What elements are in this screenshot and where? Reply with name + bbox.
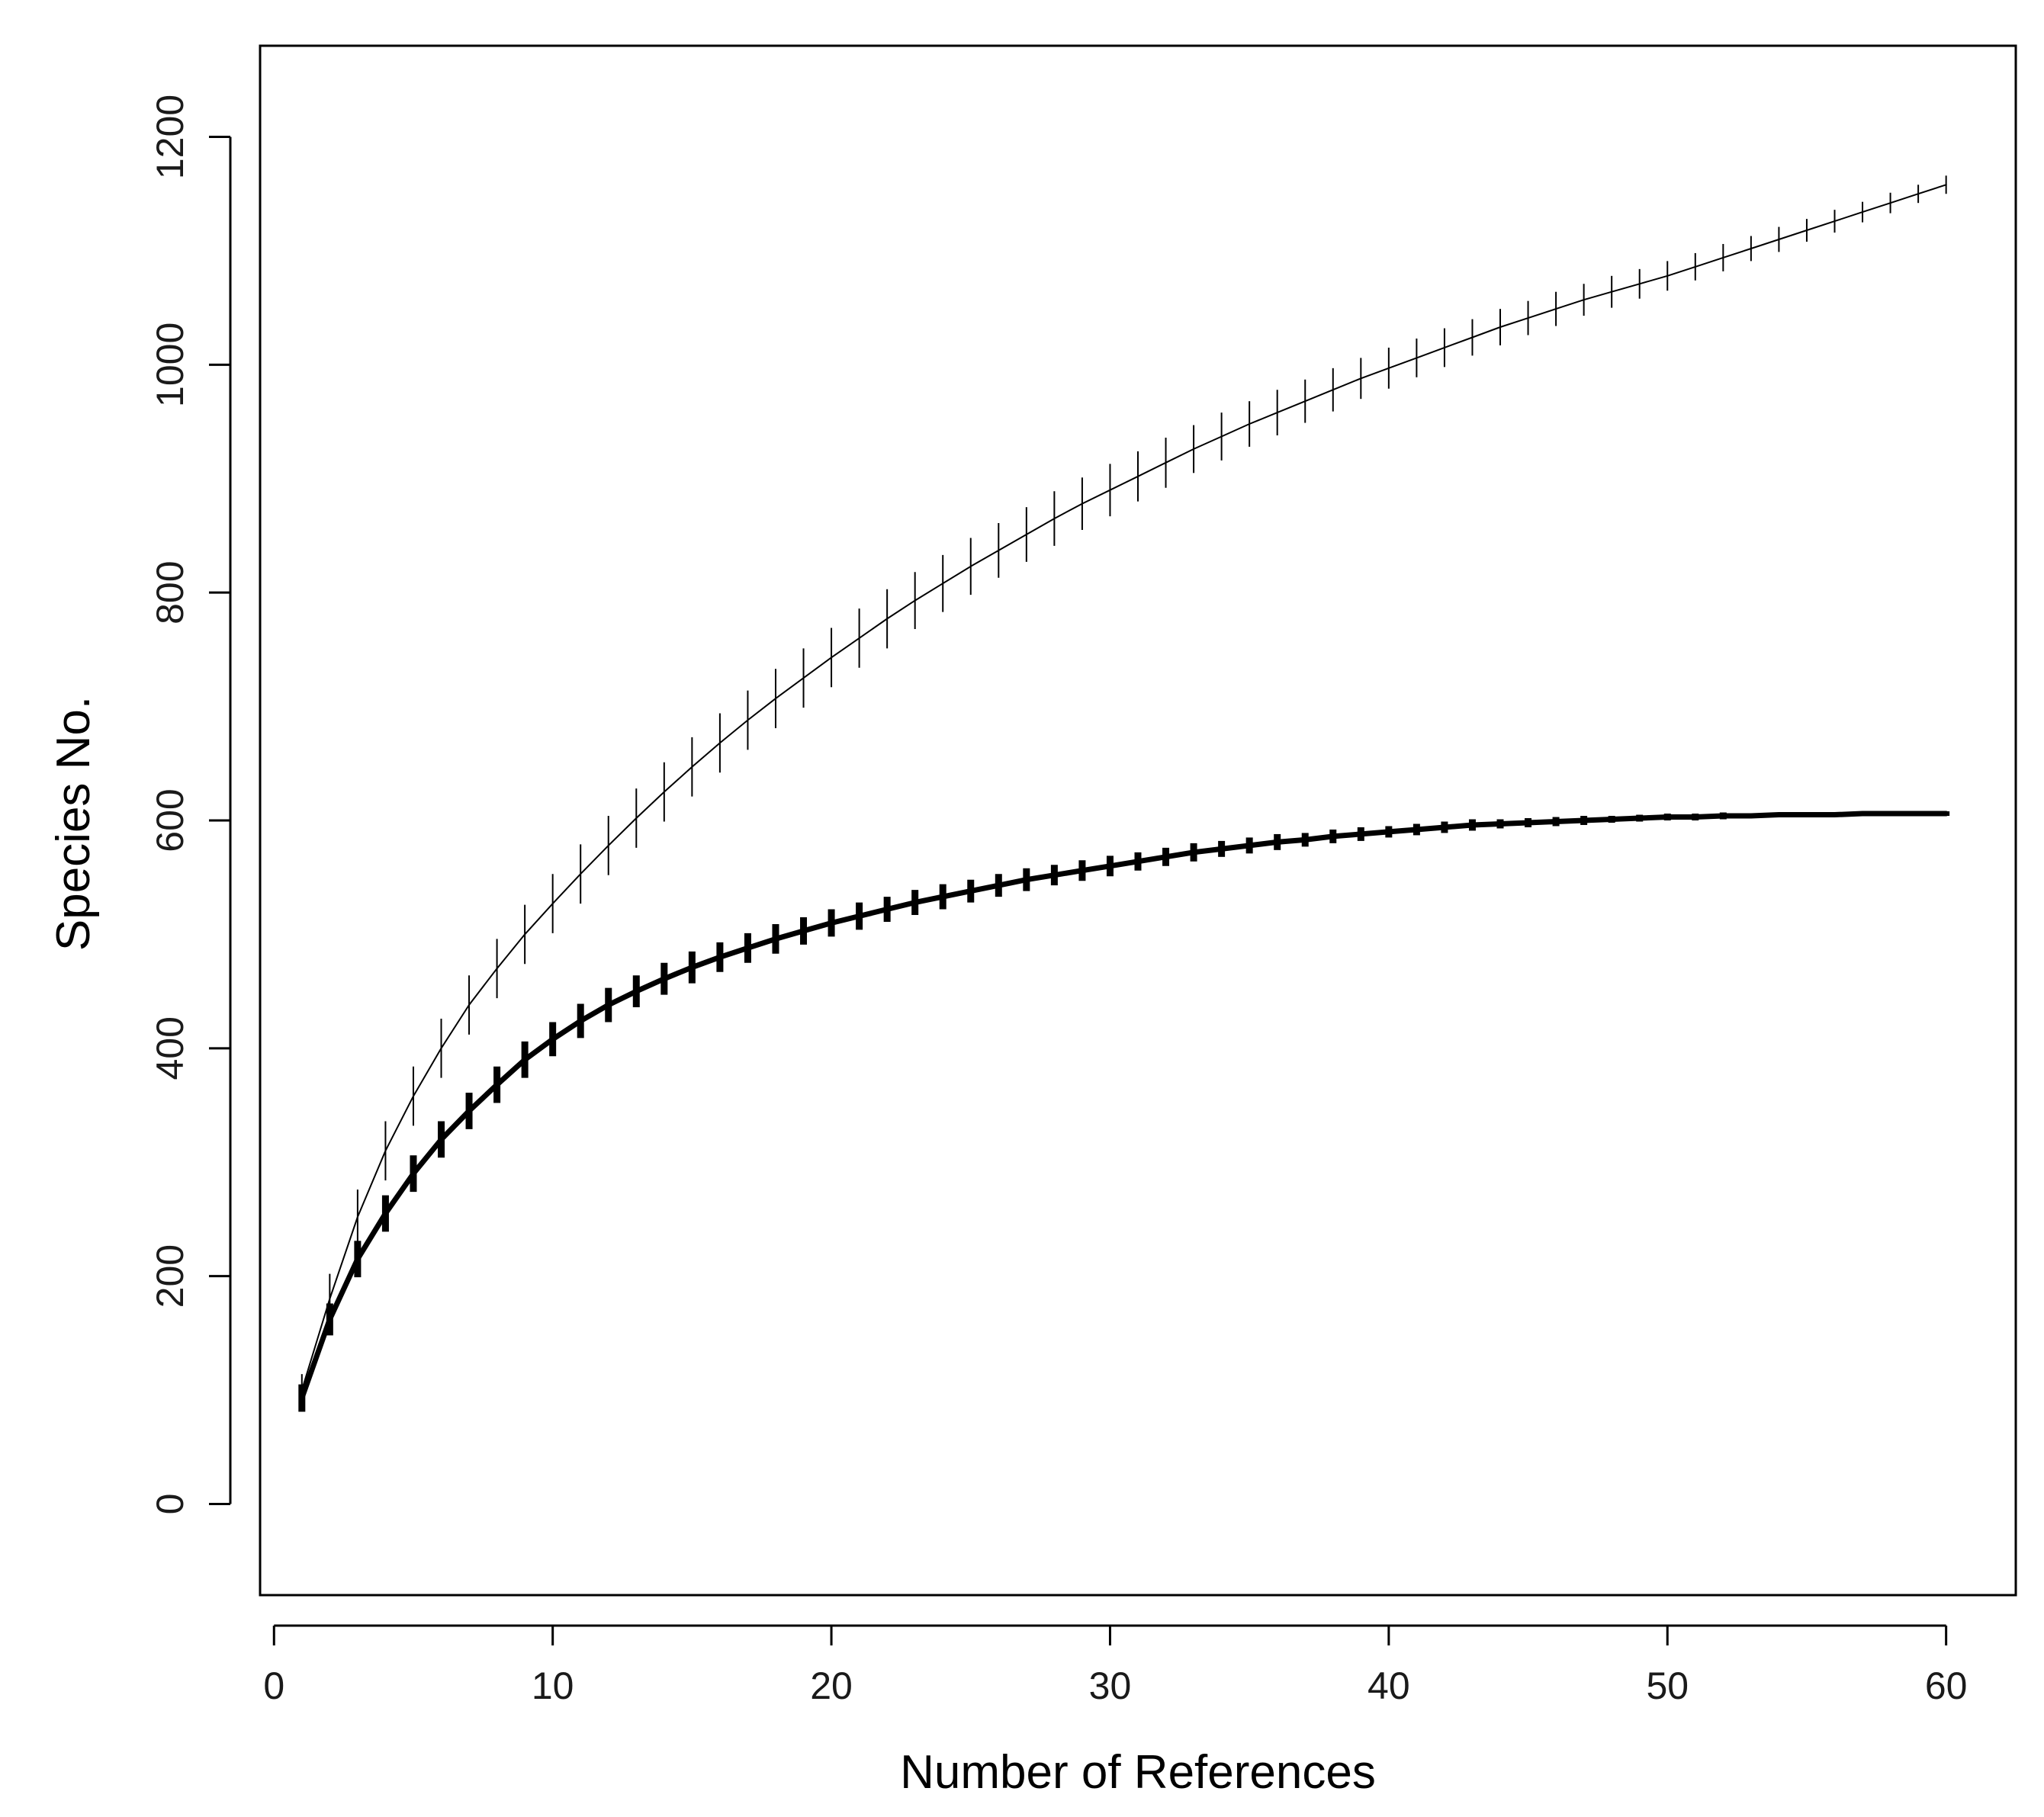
y-axis: 0 200 400 600 800 1000 1200 [149,95,232,1515]
plot-frame [259,44,2017,1597]
y-axis-title: Species No. [47,696,100,951]
x-tick-label: 0 [263,1665,284,1707]
x-tick-label: 10 [532,1665,574,1707]
thick-series-line [299,811,1949,1401]
series-layer [298,175,1950,1412]
y-tick-label: 1200 [149,95,191,179]
x-tick-label: 30 [1089,1665,1132,1707]
y-tick-label: 200 [149,1244,191,1308]
thin-series-line [300,184,1947,1392]
x-tick-label: 50 [1646,1665,1689,1707]
x-axis-title: Number of References [900,1746,1376,1799]
y-tick-label: 1000 [149,323,191,407]
x-axis: 0 10 20 30 40 50 60 [263,1624,1968,1707]
x-tick-label: 60 [1925,1665,1968,1707]
y-tick-label: 0 [149,1494,191,1515]
y-tick-label: 800 [149,560,191,624]
y-tick-label: 600 [149,788,191,852]
x-tick-label: 40 [1367,1665,1410,1707]
x-tick-label: 20 [810,1665,853,1707]
y-tick-label: 400 [149,1016,191,1080]
